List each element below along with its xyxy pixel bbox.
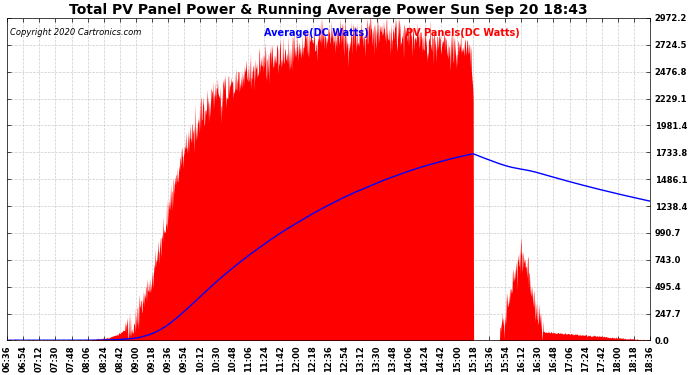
Text: PV Panels(DC Watts): PV Panels(DC Watts) bbox=[406, 28, 520, 38]
Title: Total PV Panel Power & Running Average Power Sun Sep 20 18:43: Total PV Panel Power & Running Average P… bbox=[69, 3, 588, 17]
Text: Copyright 2020 Cartronics.com: Copyright 2020 Cartronics.com bbox=[10, 28, 142, 37]
Text: Average(DC Watts): Average(DC Watts) bbox=[264, 28, 369, 38]
